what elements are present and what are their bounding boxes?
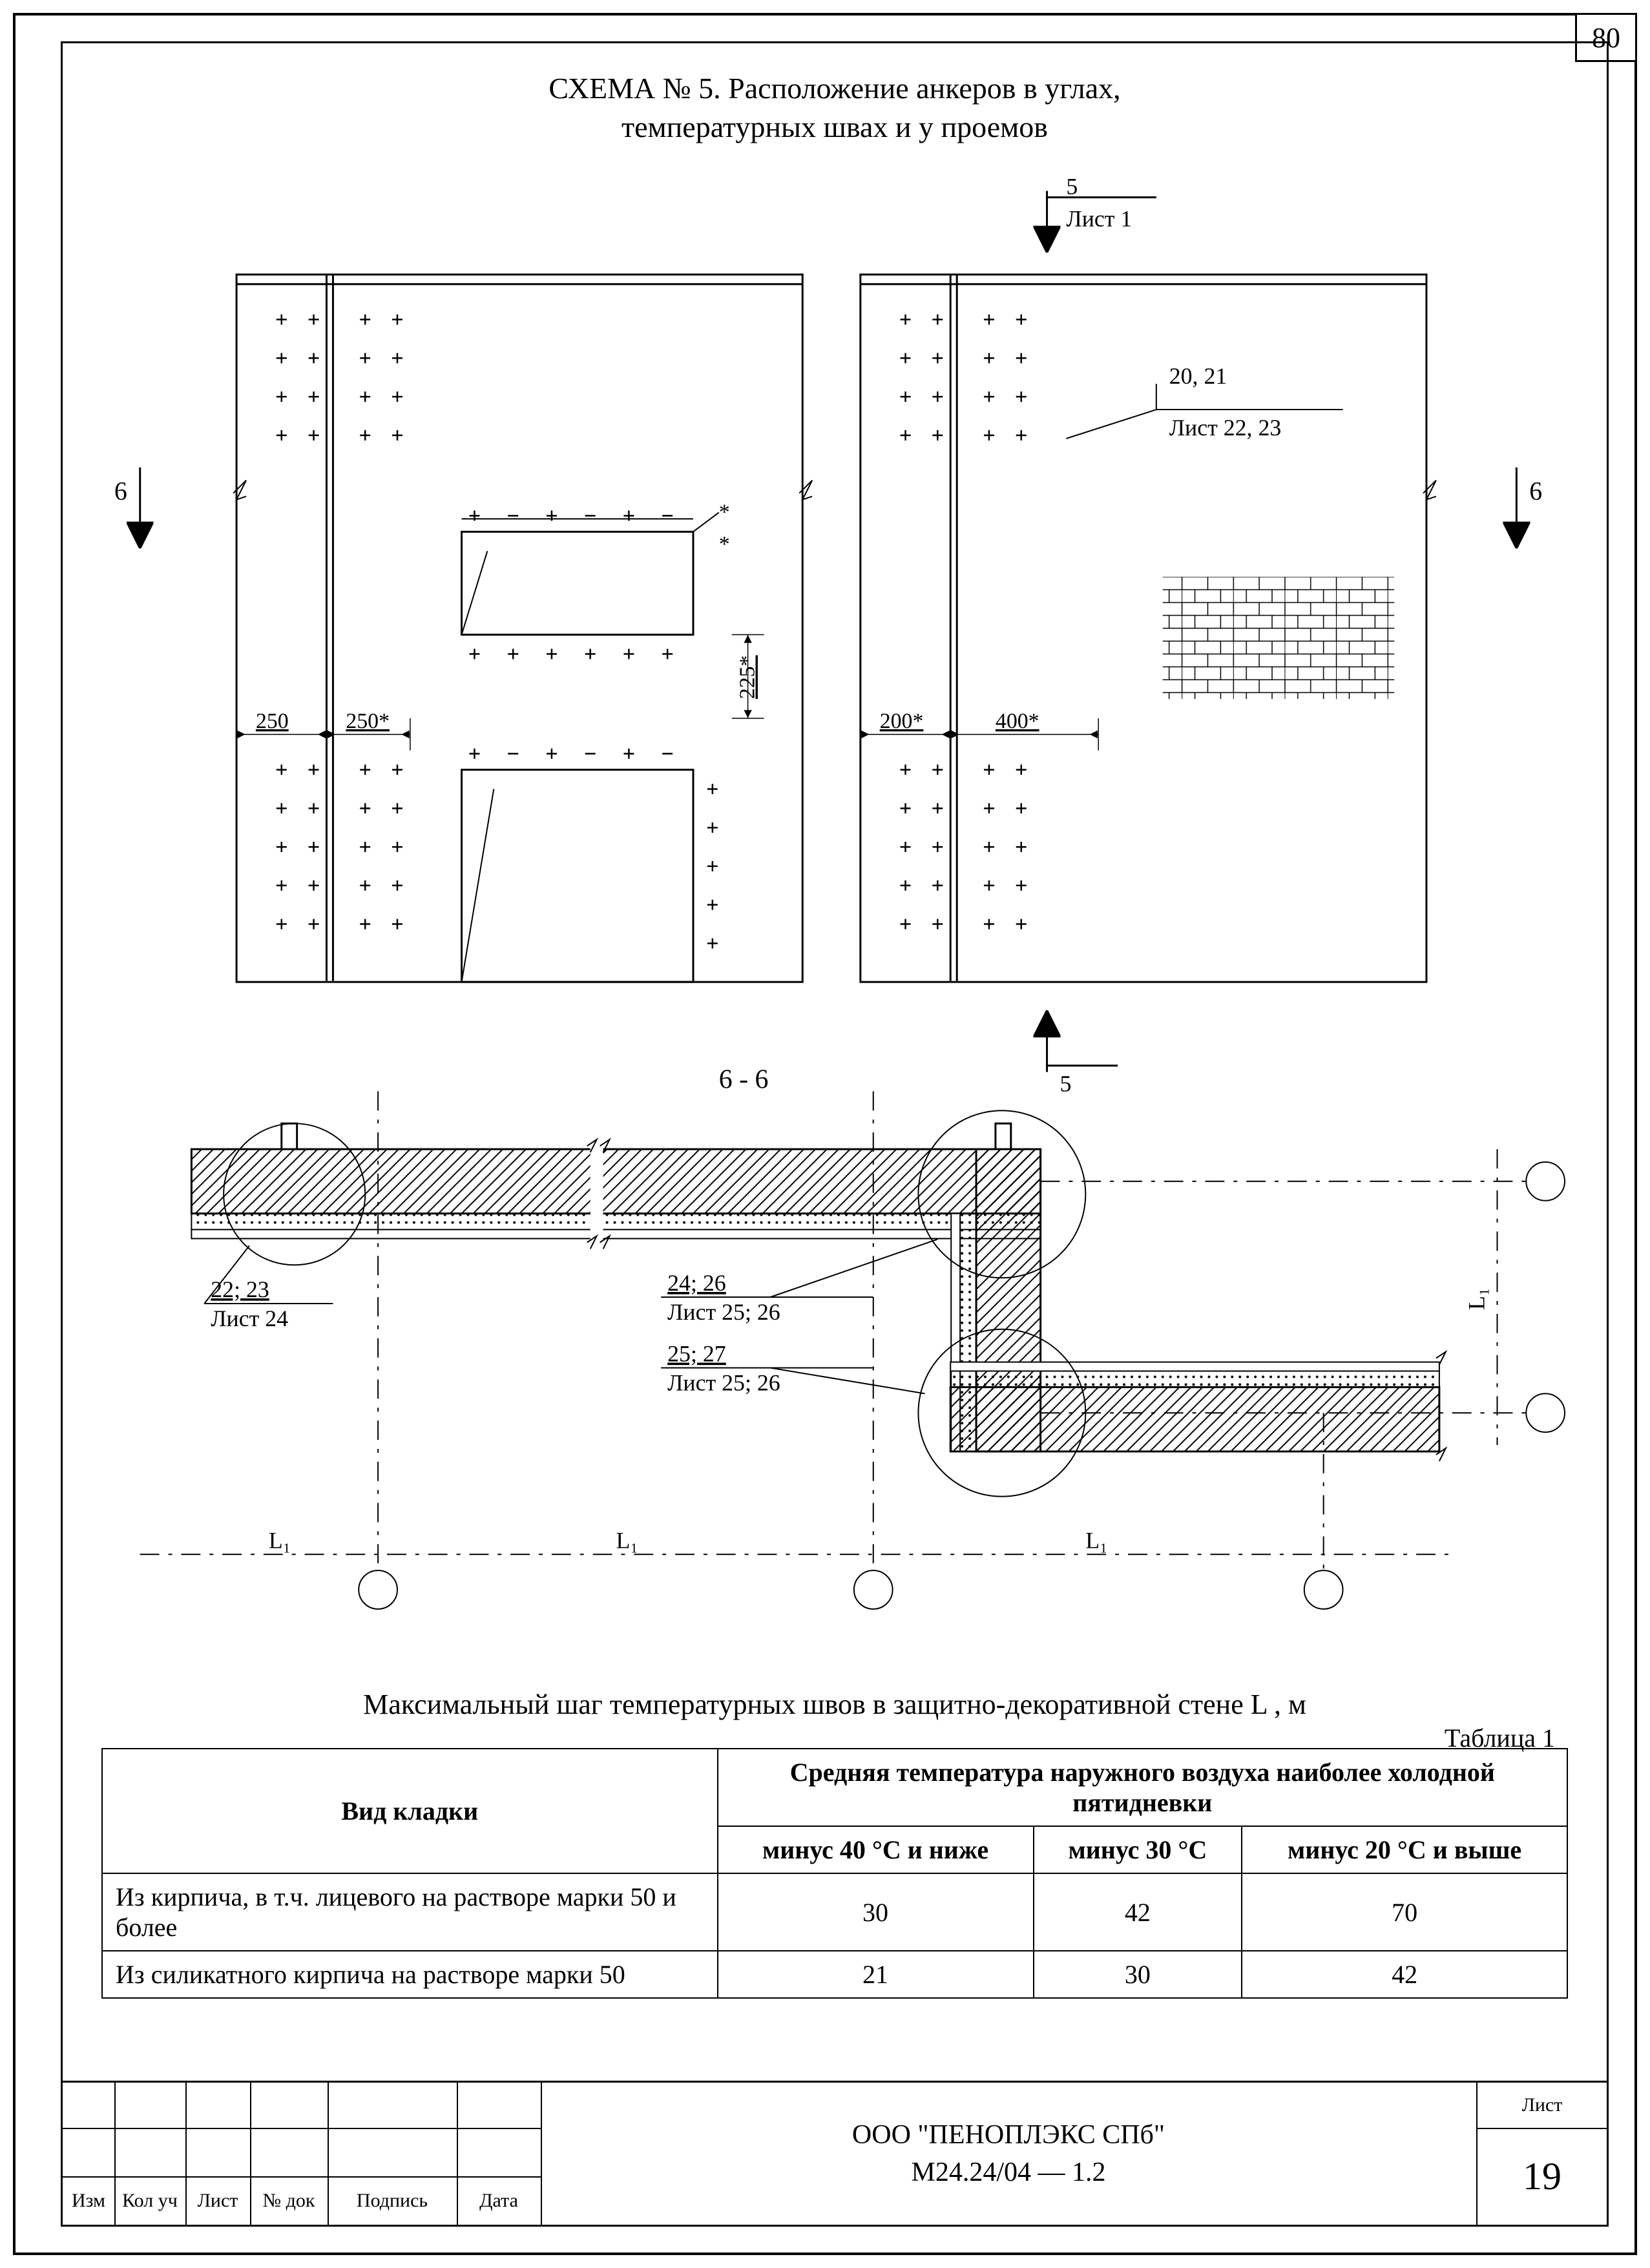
svg-text:L₁: L₁: [616, 1527, 638, 1553]
drawing-canvas: 5 Лист 1: [101, 172, 1568, 1689]
ref-2021: 20, 21: [1169, 363, 1227, 389]
svg-text:5: 5: [1060, 1070, 1071, 1096]
svg-text:L₁: L₁: [1464, 1288, 1490, 1310]
section-ref-top: Лист 1: [1066, 205, 1132, 231]
section-mark-top: 5: [1066, 174, 1078, 200]
drawing-code: М24.24/04 — 1.2: [911, 2157, 1105, 2188]
tb-izm: Изм: [63, 2176, 116, 2225]
dim-200s: 200*: [880, 709, 924, 733]
title-line-1: СХЕМА № 5. Расположение анкеров в углах,: [548, 72, 1120, 105]
title-line-2: температурных швах и у проемов: [621, 110, 1048, 143]
sub-col-1: минус 30 °С: [1034, 1826, 1242, 1873]
frame: СХЕМА № 5. Расположение анкеров в углах,…: [61, 41, 1609, 2227]
sub-col-2: минус 20 °С и выше: [1242, 1826, 1567, 1873]
dim-225s: 225*: [736, 655, 760, 699]
sub-col-0: минус 40 °С и ниже: [718, 1826, 1034, 1873]
ref-2426-sheet: Лист 25; 26: [667, 1299, 780, 1325]
tb-list: Лист: [185, 2176, 251, 2225]
dim-400s: 400*: [996, 709, 1039, 733]
tb-sign: Подпись: [328, 2176, 458, 2225]
drawing-title: СХЕМА № 5. Расположение анкеров в углах,…: [63, 69, 1607, 147]
svg-text:*: *: [719, 500, 730, 524]
ref-2021-sheet: Лист 22, 23: [1169, 415, 1282, 441]
title-block: Изм Кол уч Лист № док Подпись Дата ООО "…: [63, 2081, 1607, 2225]
tb-koluch: Кол уч: [114, 2176, 187, 2225]
tb-ndok: № док: [250, 2176, 329, 2225]
section-side-left: 6: [114, 477, 127, 505]
ref-2223: 22; 23: [211, 1276, 269, 1302]
temperature-joint-table: Вид кладки Средняя температура наружного…: [101, 1748, 1568, 1999]
table-caption: Максимальный шаг температурных швов в за…: [63, 1688, 1607, 1721]
ref-2527: 25; 27: [667, 1341, 726, 1367]
section-side-right: 6: [1529, 477, 1542, 505]
svg-text:*: *: [719, 532, 730, 556]
sheet-label: Лист: [1478, 2083, 1607, 2129]
col-group: Средняя температура наружного воздуха на…: [718, 1749, 1567, 1826]
ref-2527-sheet: Лист 25; 26: [667, 1369, 780, 1395]
dim-250: 250: [256, 709, 289, 733]
drawing-sheet: 80 СХЕМА № 5. Расположение анкеров в угл…: [13, 13, 1637, 2255]
table-row: Из кирпича, в т.ч. лицевого на растворе …: [102, 1873, 1567, 1951]
col-main: Вид кладки: [102, 1749, 718, 1873]
company-name: ООО "ПЕНОПЛЭКС СПб": [852, 2119, 1165, 2150]
ref-2426: 24; 26: [667, 1270, 726, 1296]
anchor-marks: [277, 315, 1027, 930]
sheet-number: 19: [1478, 2128, 1607, 2225]
schematic-svg: 5 Лист 1: [101, 172, 1568, 1689]
svg-text:L₁: L₁: [269, 1527, 291, 1553]
section-label: 6 - 6: [719, 1065, 769, 1094]
ref-2223-sheet: Лист 24: [211, 1306, 288, 1331]
svg-text:L₁: L₁: [1085, 1527, 1107, 1553]
table-row: Из силикатного кирпича на растворе марки…: [102, 1951, 1567, 1998]
dim-250s: 250*: [346, 709, 390, 733]
tb-date: Дата: [457, 2176, 542, 2225]
